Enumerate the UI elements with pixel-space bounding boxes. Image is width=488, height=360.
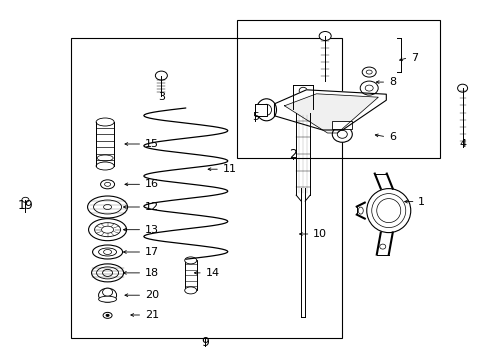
Bar [254,104,266,116]
Text: 21: 21 [144,310,159,320]
Ellipse shape [376,199,400,222]
Text: 6: 6 [388,132,395,142]
Ellipse shape [366,70,371,74]
Ellipse shape [457,84,467,92]
Polygon shape [284,94,378,133]
Ellipse shape [97,155,113,161]
Ellipse shape [103,204,111,210]
Text: 17: 17 [144,247,159,257]
Text: 13: 13 [144,225,159,235]
Ellipse shape [155,71,167,80]
Bar [184,260,196,291]
Ellipse shape [360,81,377,95]
Ellipse shape [256,99,276,121]
Ellipse shape [102,269,112,276]
Text: 10: 10 [312,229,326,239]
Text: 19: 19 [18,199,33,212]
Ellipse shape [299,87,306,94]
Ellipse shape [319,32,330,41]
Ellipse shape [184,287,196,294]
Text: 8: 8 [388,77,395,87]
Ellipse shape [93,200,122,214]
Ellipse shape [337,130,346,138]
Ellipse shape [358,207,363,214]
Bar [237,20,439,158]
Ellipse shape [99,248,116,256]
Bar [96,122,114,166]
Ellipse shape [102,288,112,296]
Text: 18: 18 [144,268,159,278]
Ellipse shape [92,245,122,259]
Ellipse shape [379,244,385,249]
Text: 2: 2 [289,148,297,161]
Ellipse shape [103,312,112,318]
Text: 4: 4 [458,139,465,149]
Ellipse shape [103,249,111,255]
Ellipse shape [96,118,114,126]
Text: 3: 3 [158,91,164,102]
Text: 15: 15 [144,139,159,149]
Ellipse shape [99,288,116,302]
Ellipse shape [102,226,113,233]
Ellipse shape [22,197,29,202]
Ellipse shape [88,219,126,241]
Text: 11: 11 [222,164,236,174]
Ellipse shape [99,296,116,302]
Ellipse shape [97,267,118,279]
Text: 20: 20 [144,290,159,300]
Ellipse shape [261,104,271,115]
Ellipse shape [366,189,410,233]
Text: 14: 14 [205,268,219,278]
Ellipse shape [91,264,123,282]
Text: 1: 1 [417,197,424,207]
Ellipse shape [87,196,127,218]
Ellipse shape [362,67,375,77]
Text: 9: 9 [201,336,209,349]
Bar [332,121,351,129]
Text: 12: 12 [144,202,159,212]
Text: 16: 16 [144,179,159,189]
Ellipse shape [104,182,110,186]
Ellipse shape [94,223,121,237]
Text: 5: 5 [251,112,258,122]
Ellipse shape [332,126,351,142]
Ellipse shape [106,314,109,316]
Ellipse shape [96,162,114,170]
Ellipse shape [371,194,405,228]
Bar [71,38,342,338]
Ellipse shape [292,109,313,117]
Ellipse shape [101,180,114,189]
Ellipse shape [365,85,372,91]
Text: 7: 7 [410,53,417,63]
Ellipse shape [184,257,196,264]
Polygon shape [274,90,386,130]
